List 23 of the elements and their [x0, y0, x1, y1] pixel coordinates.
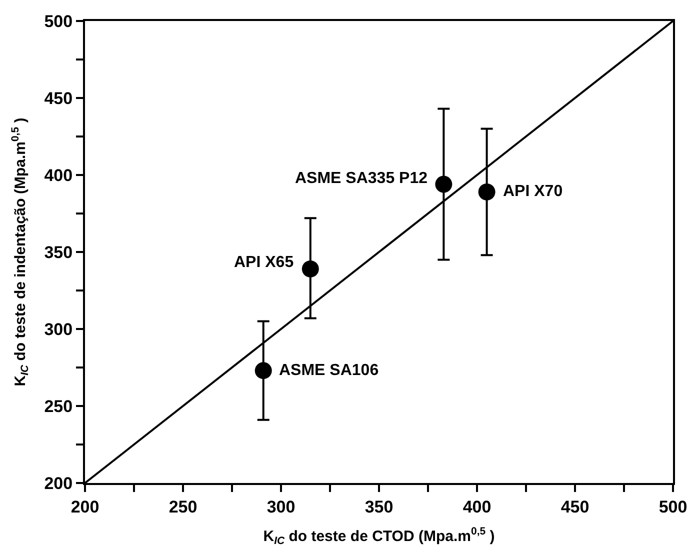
- y-tick-label: 300: [44, 320, 73, 339]
- y-tick-label: 450: [44, 88, 73, 108]
- y-tick-label: 500: [44, 12, 73, 31]
- point: [435, 176, 452, 193]
- x-axis-title: K$_{IC}$ do teste de CTOD (Mpa.m$^{0,5}$ ): [263, 526, 495, 548]
- annotation: API X65: [234, 254, 294, 271]
- point: [478, 183, 496, 200]
- x-tick-label: 200: [70, 497, 100, 516]
- annotation: API X70: [503, 183, 563, 200]
- x-tick-label: 500: [658, 497, 688, 516]
- x-tick-label: 250: [168, 497, 198, 516]
- y-tick-label: 350: [44, 242, 73, 262]
- annotation: ASME SA106: [279, 362, 379, 379]
- annotation: ASME SA335 P12: [295, 170, 428, 187]
- point: [302, 260, 319, 278]
- point: [254, 362, 272, 380]
- y-tick-label: 200: [44, 474, 73, 493]
- x-tick-label: 350: [364, 497, 394, 516]
- x-tick-label: 450: [560, 497, 590, 516]
- y-tick-label: 400: [44, 166, 73, 185]
- x-tick-label: 300: [266, 497, 296, 516]
- y-tick-label: 250: [44, 396, 73, 416]
- x-tick-label: 400: [462, 497, 492, 516]
